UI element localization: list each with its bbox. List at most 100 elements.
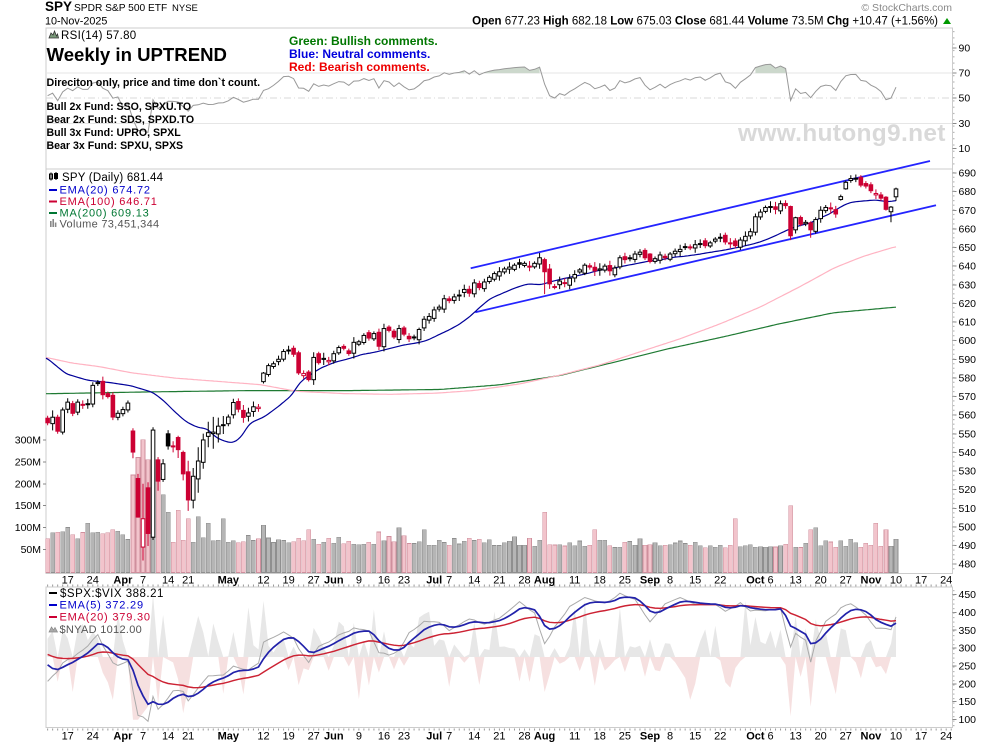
svg-text:EMA(20) 379.30: EMA(20) 379.30	[60, 612, 151, 624]
svg-text:Bull 2x Fund: SSO, SPXU.TO: Bull 2x Fund: SSO, SPXU.TO	[47, 101, 192, 113]
svg-text:14: 14	[162, 575, 174, 587]
svg-text:510: 510	[959, 503, 977, 515]
svg-text:16: 16	[378, 731, 390, 743]
svg-text:May: May	[218, 731, 240, 743]
svg-text:20: 20	[815, 731, 827, 743]
svg-text:350: 350	[959, 625, 977, 637]
svg-text:18: 18	[594, 731, 606, 743]
svg-text:NYSE: NYSE	[172, 3, 198, 14]
svg-text:600: 600	[959, 335, 977, 347]
svg-text:Oct: Oct	[746, 575, 765, 587]
svg-text:Apr: Apr	[113, 575, 133, 587]
svg-text:Open 677.23 High 682.18 Low 67: Open 677.23 High 682.18 Low 675.03 Close…	[472, 16, 938, 28]
svg-text:© StockCharts.com: © StockCharts.com	[861, 2, 952, 14]
svg-text:550: 550	[959, 428, 977, 440]
svg-text:Aug: Aug	[534, 575, 555, 587]
svg-text:670: 670	[959, 205, 977, 217]
svg-text:7: 7	[140, 575, 146, 587]
svg-text:100M: 100M	[15, 522, 41, 534]
svg-text:19: 19	[282, 731, 294, 743]
svg-text:25: 25	[619, 575, 631, 587]
svg-text:10: 10	[890, 575, 902, 587]
svg-text:21: 21	[493, 575, 505, 587]
svg-text:10-Nov-2025: 10-Nov-2025	[45, 16, 107, 28]
svg-text:10: 10	[959, 143, 971, 155]
svg-text:23: 23	[398, 575, 410, 587]
svg-text:EMA(100) 646.71: EMA(100) 646.71	[60, 196, 158, 208]
svg-text:21: 21	[493, 731, 505, 743]
svg-text:560: 560	[959, 410, 977, 422]
svg-text:640: 640	[959, 261, 977, 273]
svg-text:Bear 2x Fund: SDS, SPXD.TO: Bear 2x Fund: SDS, SPXD.TO	[47, 114, 195, 126]
svg-text:50: 50	[959, 93, 971, 105]
svg-text:200M: 200M	[15, 478, 41, 490]
svg-text:28: 28	[518, 731, 530, 743]
svg-text:18: 18	[594, 575, 606, 587]
svg-text:SPDR S&P 500 ETF: SPDR S&P 500 ETF	[74, 3, 167, 14]
svg-text:15: 15	[689, 731, 701, 743]
svg-text:490: 490	[959, 540, 977, 552]
svg-text:Bear 3x Fund: SPXU, SPXS: Bear 3x Fund: SPXU, SPXS	[47, 140, 184, 152]
svg-text:Bull 3x Fund: UPRO, SPXL: Bull 3x Fund: UPRO, SPXL	[47, 127, 182, 139]
svg-text:24: 24	[940, 575, 952, 587]
svg-text:8: 8	[667, 575, 673, 587]
svg-text:22: 22	[714, 575, 726, 587]
svg-text:10: 10	[890, 731, 902, 743]
svg-text:May: May	[218, 575, 240, 587]
svg-text:6: 6	[767, 575, 773, 587]
svg-text:200: 200	[959, 678, 977, 690]
svg-text:680: 680	[959, 186, 977, 198]
svg-text:17: 17	[915, 731, 927, 743]
svg-text:27: 27	[308, 731, 320, 743]
svg-text:17: 17	[915, 575, 927, 587]
svg-text:14: 14	[468, 731, 480, 743]
svg-text:7: 7	[446, 575, 452, 587]
svg-text:17: 17	[62, 575, 74, 587]
svg-text:Aug: Aug	[534, 731, 555, 743]
svg-text:11: 11	[569, 575, 580, 587]
svg-text:520: 520	[959, 484, 977, 496]
svg-text:20: 20	[815, 575, 827, 587]
svg-text:90: 90	[959, 43, 971, 55]
svg-text:150: 150	[959, 696, 977, 708]
svg-text:630: 630	[959, 279, 977, 291]
svg-text:6: 6	[767, 731, 773, 743]
svg-text:9: 9	[356, 575, 362, 587]
svg-text:400: 400	[959, 607, 977, 619]
svg-text:MA(200) 609.13: MA(200) 609.13	[60, 208, 150, 220]
svg-text:SPY: SPY	[45, 0, 72, 14]
svg-text:22: 22	[714, 731, 726, 743]
svg-text:610: 610	[959, 317, 977, 329]
svg-text:EMA(5) 372.29: EMA(5) 372.29	[60, 600, 144, 612]
svg-text:540: 540	[959, 447, 977, 459]
svg-text:SPY (Daily) 681.44: SPY (Daily) 681.44	[62, 172, 164, 184]
svg-text:24: 24	[87, 731, 99, 743]
svg-text:150M: 150M	[15, 500, 41, 512]
svg-text:11: 11	[569, 731, 580, 743]
svg-text:Volume 73,451,344: Volume 73,451,344	[60, 219, 160, 231]
svg-text:23: 23	[398, 731, 410, 743]
svg-text:Apr: Apr	[113, 731, 133, 743]
svg-text:16: 16	[378, 575, 390, 587]
svg-text:EMA(20) 674.72: EMA(20) 674.72	[60, 185, 151, 197]
svg-text:27: 27	[308, 575, 320, 587]
svg-text:Jul: Jul	[426, 731, 442, 743]
svg-text:21: 21	[182, 575, 194, 587]
svg-text:650: 650	[959, 242, 977, 254]
svg-text:580: 580	[959, 372, 977, 384]
svg-text:www.hutong9.net: www.hutong9.net	[737, 120, 946, 147]
svg-text:480: 480	[959, 559, 977, 571]
svg-text:500: 500	[959, 522, 977, 534]
svg-text:250M: 250M	[15, 456, 41, 468]
svg-text:14: 14	[162, 731, 174, 743]
svg-text:660: 660	[959, 223, 977, 235]
svg-text:9: 9	[356, 731, 362, 743]
svg-text:27: 27	[840, 731, 852, 743]
svg-text:Red: Bearish comments.: Red: Bearish comments.	[289, 60, 430, 74]
svg-text:13: 13	[789, 731, 801, 743]
svg-text:27: 27	[840, 575, 852, 587]
svg-text:50M: 50M	[21, 544, 41, 556]
svg-text:24: 24	[87, 575, 99, 587]
svg-text:$SPX:$VIX 388.21: $SPX:$VIX 388.21	[60, 588, 164, 600]
svg-text:7: 7	[140, 731, 146, 743]
